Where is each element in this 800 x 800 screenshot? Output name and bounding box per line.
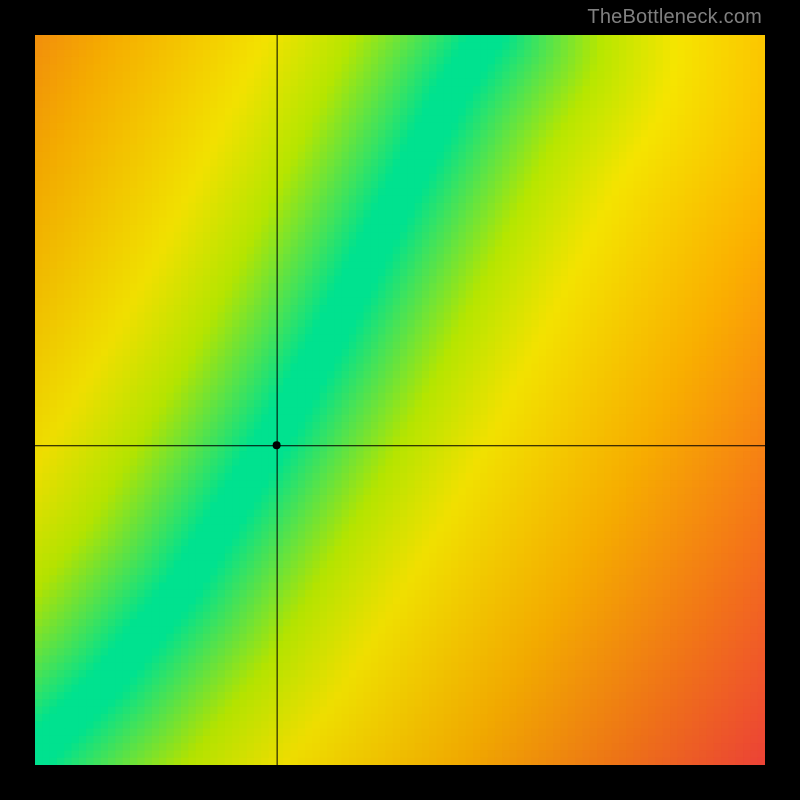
figure-container: TheBottleneck.com bbox=[0, 0, 800, 800]
watermark-text: TheBottleneck.com bbox=[587, 6, 762, 29]
bottleneck-heatmap bbox=[35, 35, 765, 765]
